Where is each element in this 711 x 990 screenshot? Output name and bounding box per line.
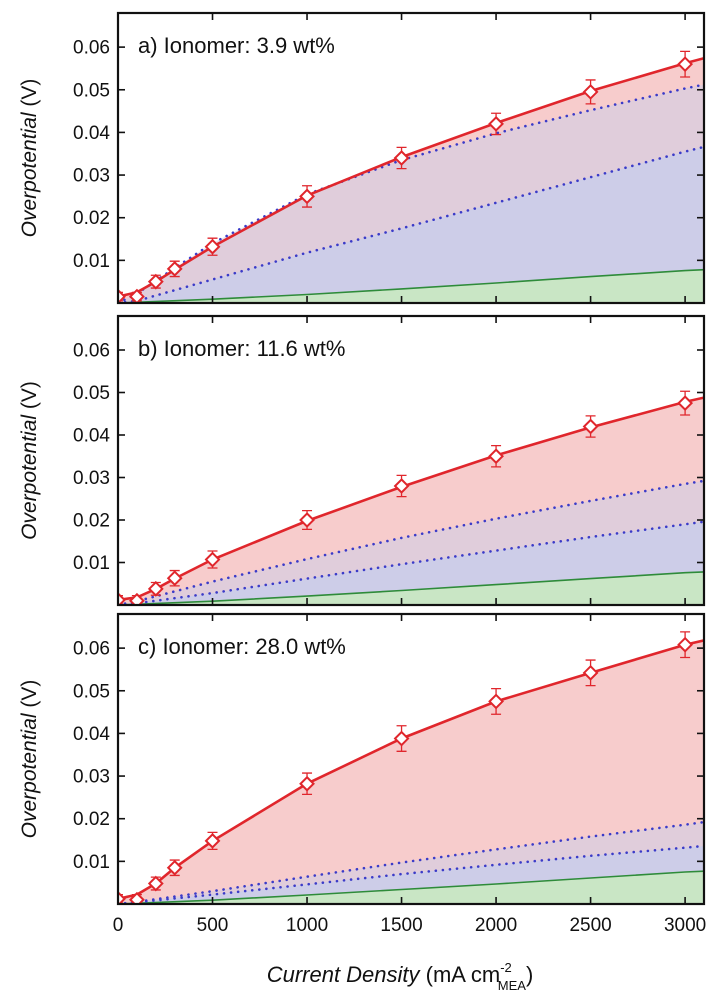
lower-dotted-line <box>118 145 704 303</box>
panel-frame <box>116 612 706 906</box>
bottom-area-fill <box>118 571 704 605</box>
data-point-marker <box>166 260 183 277</box>
y-axis-label: Overpotential (V) <box>18 680 41 839</box>
x-tick-label: 2500 <box>569 915 611 936</box>
upper-dotted-line <box>118 479 704 605</box>
data-point-marker <box>393 478 410 494</box>
y-tick-label: 0.03 <box>73 166 110 187</box>
data-point-marker <box>677 395 694 412</box>
data-point-marker <box>204 238 221 255</box>
y-axis-label-quantity: Overpotential <box>18 414 41 540</box>
y-tick-label: 0.06 <box>73 639 110 660</box>
data-point-marker <box>488 115 504 132</box>
x-tick-label: 0 <box>113 915 124 936</box>
y-tick-label: 0.05 <box>73 383 110 404</box>
data-point-marker <box>118 591 126 605</box>
x-axis-label-quantity: Current Density <box>267 962 422 987</box>
x-axis-label-sub: MEA <box>498 978 527 990</box>
lower-dotted-area-fill <box>118 146 704 303</box>
y-axis-label: Overpotential (V) <box>18 381 41 540</box>
data-point-marker <box>582 664 599 681</box>
x-tick-label: 2000 <box>475 915 517 936</box>
panel-2: 0.01 0.02 0.03 0.04 0.05 0.06 0 500 1000 1500 2000… <box>18 612 706 936</box>
x-tick-label: 1500 <box>380 915 422 936</box>
data-point-marker <box>488 448 504 465</box>
upper-dotted-line <box>118 820 704 904</box>
x-axis-label-sup: -2 <box>500 960 512 975</box>
data-point-marker <box>118 890 126 904</box>
data-point-marker <box>166 570 183 587</box>
panel-title: c) Ionomer: 28.0 wt% <box>138 634 346 659</box>
data-point-marker <box>677 636 694 653</box>
data-point-marker <box>147 875 164 892</box>
y-axis-label-quantity: Overpotential <box>18 111 41 237</box>
y-tick-label: 0.04 <box>73 123 110 144</box>
data-point-marker <box>166 859 183 876</box>
plot-area <box>118 631 704 904</box>
x-tick-label: 3000 <box>664 915 706 936</box>
lower-dotted-line <box>118 844 704 904</box>
data-point-marker <box>128 891 145 904</box>
y-axis-label-unit: (V) <box>18 680 41 714</box>
data-point-marker <box>204 832 221 849</box>
panel-1: 0.01 0.02 0.03 0.04 0.05 0.06 b) Ionomer: 11.6… <box>18 314 706 607</box>
data-point-marker <box>204 551 221 568</box>
data-point-marker <box>128 592 145 605</box>
x-axis-label-close: ) <box>526 962 533 987</box>
bottom-area-fill <box>118 269 704 303</box>
panel-0: 0.01 0.02 0.03 0.04 0.05 0.06 a) Ionomer: 3.9 … <box>18 11 706 305</box>
y-tick-label: 0.06 <box>73 341 110 362</box>
data-point-marker <box>118 288 126 303</box>
y-tick-label: 0.05 <box>73 80 110 101</box>
y-tick-label: 0.05 <box>73 681 110 702</box>
data-point-marker <box>677 56 694 73</box>
data-point-marker <box>299 512 315 528</box>
y-tick-label: 0.04 <box>73 426 110 447</box>
panel-frame <box>116 314 706 607</box>
data-point-marker <box>488 693 504 710</box>
y-tick-label: 0.03 <box>73 767 110 788</box>
bottom-line <box>118 870 704 904</box>
y-tick-label: 0.02 <box>73 208 110 229</box>
y-tick-label: 0.01 <box>73 251 110 272</box>
panel-title: a) Ionomer: 3.9 wt% <box>138 33 335 58</box>
y-tick-label: 0.06 <box>73 38 110 59</box>
x-axis-label: Current Density (mA cm-2 MEA) <box>267 960 534 990</box>
plot-area <box>118 50 704 303</box>
data-point-marker <box>299 188 315 205</box>
data-point-marker <box>582 83 599 100</box>
data-point-marker <box>128 288 145 303</box>
data-point-marker <box>147 580 164 597</box>
y-tick-label: 0.01 <box>73 553 110 574</box>
y-tick-label: 0.02 <box>73 511 110 532</box>
bottom-line <box>118 268 704 303</box>
bottom-line <box>118 571 704 605</box>
data-point-marker <box>393 150 410 166</box>
data-point-marker <box>299 775 315 792</box>
y-tick-label: 0.02 <box>73 809 110 830</box>
y-axis-label: Overpotential (V) <box>18 79 41 238</box>
bottom-area-fill <box>118 871 704 904</box>
x-axis-label-unit: (mA cm <box>420 962 501 987</box>
y-tick-label: 0.04 <box>73 724 110 745</box>
data-point-marker <box>582 418 599 435</box>
x-tick-label: 500 <box>197 915 229 936</box>
y-tick-label: 0.03 <box>73 468 110 489</box>
x-tick-label: 1000 <box>286 915 328 936</box>
y-axis-label-unit: (V) <box>18 381 41 415</box>
y-axis-label-unit: (V) <box>18 79 41 113</box>
plot-area <box>118 390 704 605</box>
measured-area-fill <box>118 640 704 904</box>
data-point-marker <box>393 730 410 747</box>
data-point-marker <box>147 273 164 290</box>
y-tick-label: 0.01 <box>73 852 110 873</box>
panel-frame <box>116 11 706 305</box>
panel-title: b) Ionomer: 11.6 wt% <box>138 336 345 361</box>
y-axis-label-quantity: Overpotential <box>18 712 41 838</box>
